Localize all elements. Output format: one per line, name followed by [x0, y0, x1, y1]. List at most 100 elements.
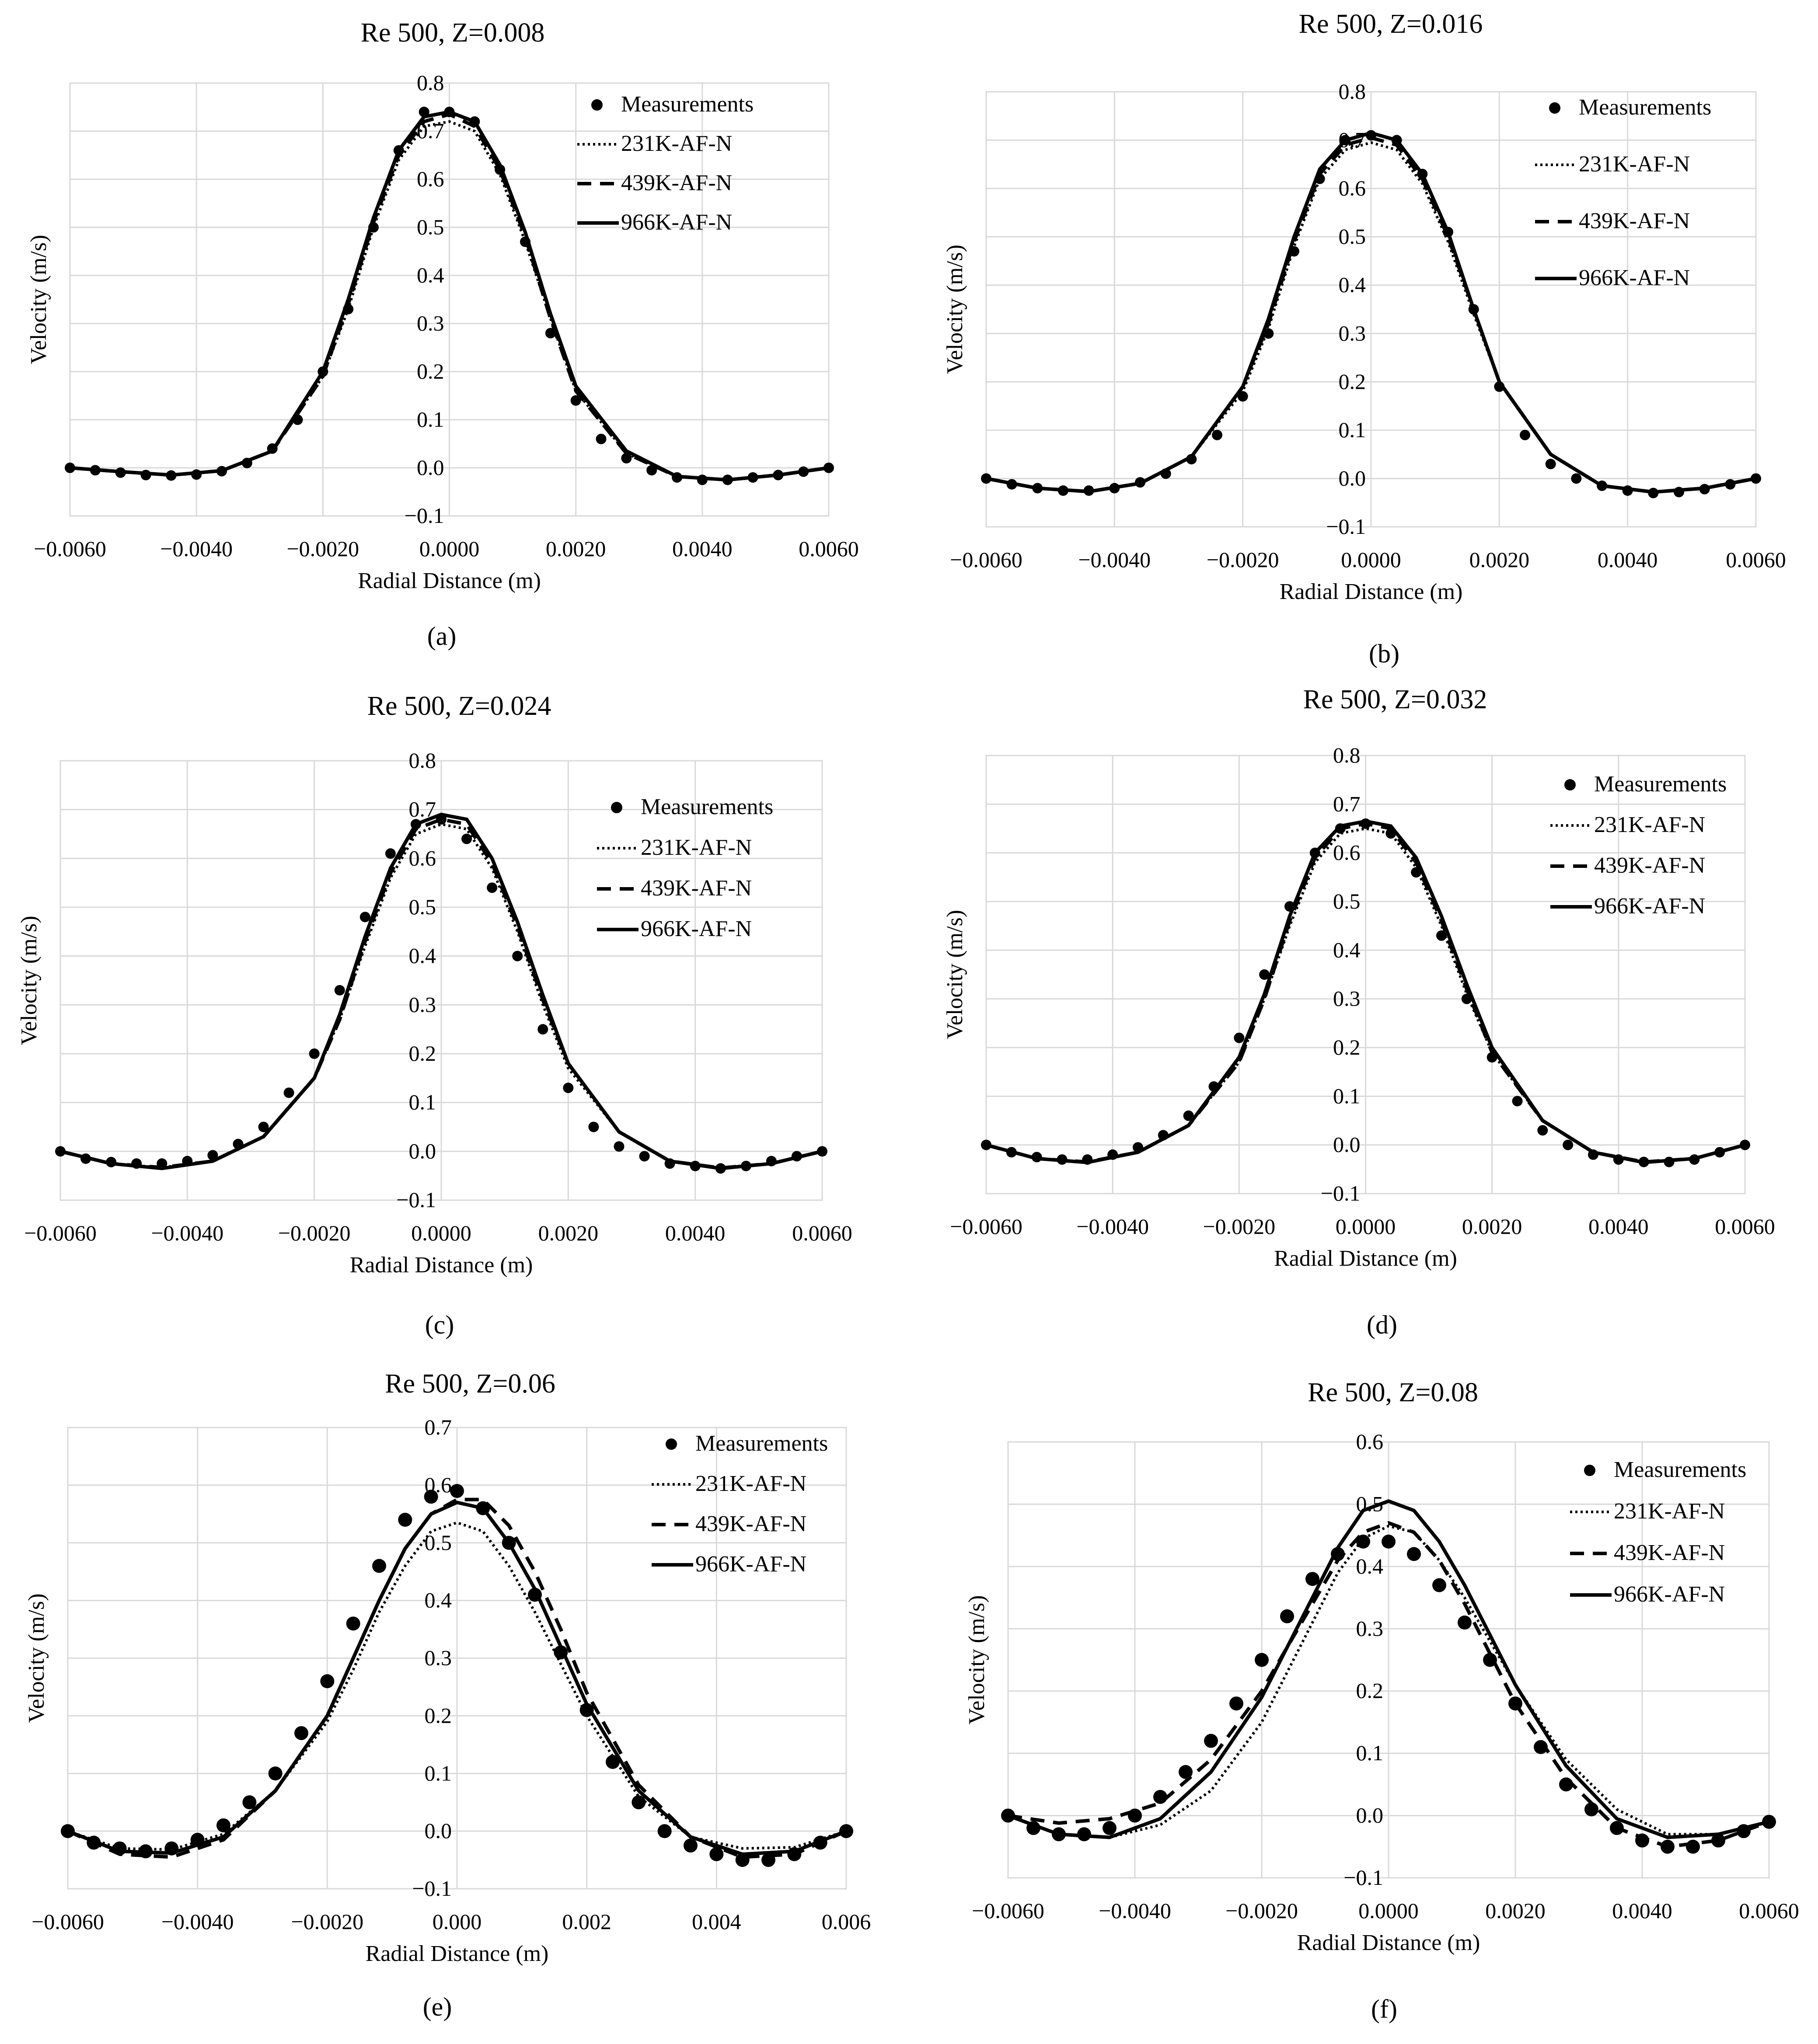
- y-tick-label: 0.2: [425, 1703, 452, 1727]
- panel-caption: (d): [1367, 1310, 1397, 1339]
- legend-label: 439K-AF-N: [621, 171, 732, 195]
- plot-frame: [59, 760, 823, 1201]
- measurement-point: [1103, 1821, 1117, 1835]
- y-tick-label: 0.3: [1333, 986, 1361, 1011]
- measurement-point: [424, 1490, 438, 1504]
- legend-label: Measurements: [641, 794, 773, 819]
- x-axis-label: Radial Distance (m): [350, 1253, 533, 1278]
- x-tick-label: −0.0040: [151, 1221, 223, 1245]
- measurement-point: [1432, 1578, 1446, 1592]
- legend-label: 231K-AF-N: [1614, 1499, 1725, 1524]
- x-tick-label: 0.0000: [419, 536, 480, 561]
- series-line-966k-af-n: [60, 812, 823, 1170]
- chart-panel-2: −0.10.00.10.20.30.40.50.60.70.8−0.0060 −0…: [942, 9, 1786, 668]
- y-tick-label: 0.5: [1333, 889, 1361, 913]
- y-tick-label: 0.0: [409, 1139, 436, 1163]
- y-tick-label: 0.6: [409, 846, 436, 870]
- x-tick-label: −0.0060: [31, 1909, 104, 1934]
- plot-frame: [1007, 1441, 1770, 1879]
- y-axis-label: Velocity (m/s): [942, 910, 967, 1039]
- series-line-439k-af-n: [1008, 1521, 1770, 1849]
- x-tick-label: −0.0040: [160, 536, 233, 561]
- legend-marker: [1564, 779, 1576, 790]
- y-axis-label: Velocity (m/s): [964, 1595, 989, 1724]
- y-tick-label: 0.8: [1333, 743, 1361, 767]
- measurement-point: [1520, 429, 1530, 440]
- legend-label: 966K-AF-N: [1614, 1582, 1725, 1607]
- plot-frame: [985, 91, 1757, 528]
- y-tick-label: 0.6: [417, 167, 444, 191]
- legend-marker: [611, 802, 622, 813]
- chart-panel-1: −0.10.00.10.20.30.40.50.60.70.8−0.0060 −0…: [26, 18, 859, 651]
- measurement-point: [1571, 473, 1582, 484]
- measurement-point: [1259, 969, 1270, 980]
- chart-title: Re 500, Z=0.08: [1308, 1378, 1478, 1407]
- legend-label: Measurements: [1614, 1457, 1746, 1482]
- x-tick-label: −0.0020: [278, 1221, 351, 1245]
- y-tick-label: −0.1: [396, 1187, 436, 1212]
- measurement-point: [268, 1766, 283, 1781]
- panel-caption: (a): [427, 622, 457, 651]
- measurement-point: [1458, 1616, 1472, 1630]
- x-tick-label: 0.0060: [792, 1221, 852, 1245]
- y-tick-label: 0.1: [409, 1090, 436, 1114]
- x-tick-label: −0.0040: [1099, 1898, 1171, 1923]
- x-tick-label: −0.0040: [161, 1909, 234, 1934]
- measurement-point: [1686, 1839, 1700, 1854]
- y-tick-label: −0.1: [412, 1876, 452, 1901]
- y-tick-label: 0.3: [409, 992, 436, 1017]
- y-tick-label: 0.0: [1356, 1803, 1384, 1828]
- legend-marker: [1584, 1465, 1595, 1476]
- chart-panel-6: −0.10.00.10.20.30.40.50.6−0.0060 −0.0040−…: [964, 1378, 1799, 2023]
- measurement-point: [606, 1755, 620, 1769]
- x-axis-label: Radial Distance (m): [1274, 1246, 1457, 1271]
- measurement-point: [639, 1151, 650, 1162]
- y-tick-label: 0.3: [1356, 1616, 1384, 1640]
- x-tick-label: −0.0020: [1207, 547, 1279, 572]
- x-tick-label: −0.0060: [950, 547, 1022, 572]
- measurement-point: [512, 951, 523, 961]
- plot-frame: [69, 82, 830, 517]
- panel-caption: (f): [1371, 1995, 1397, 2023]
- measurement-point: [309, 1048, 320, 1059]
- y-tick-label: −0.1: [405, 503, 444, 528]
- y-axis-label: Velocity (m/s): [17, 916, 42, 1045]
- y-tick-label: 0.4: [417, 263, 444, 287]
- measurement-point: [207, 1150, 218, 1161]
- y-tick-label: 0.8: [1339, 79, 1366, 104]
- measurement-point: [1263, 328, 1274, 339]
- series-line-966k-af-n: [1007, 1499, 1769, 1839]
- series-line-966k-af-n: [70, 110, 829, 482]
- measurement-point: [346, 1616, 360, 1631]
- y-tick-label: 0.5: [417, 215, 444, 239]
- x-tick-label: 0.0000: [411, 1221, 471, 1245]
- y-axis-label: Velocity (m/s): [26, 235, 51, 364]
- measurement-point: [385, 848, 396, 859]
- legend-label: 231K-AF-N: [621, 131, 732, 156]
- legend-label: 439K-AF-N: [1614, 1540, 1725, 1565]
- x-tick-label: −0.0020: [1225, 1898, 1298, 1923]
- x-tick-label: 0.0020: [1485, 1898, 1546, 1923]
- measurement-point: [579, 1703, 594, 1717]
- legend-label: Measurements: [1594, 772, 1727, 797]
- measurement-point: [1212, 429, 1222, 440]
- chart-title: Re 500, Z=0.024: [367, 691, 551, 721]
- legend-label: 231K-AF-N: [641, 835, 752, 860]
- legend-marker: [666, 1438, 677, 1450]
- chart-title: Re 500, Z=0.008: [361, 18, 545, 48]
- series-line-966k-af-n: [986, 131, 1756, 494]
- y-tick-label: −0.1: [1343, 1865, 1383, 1890]
- legend-label: Measurements: [621, 92, 754, 117]
- x-tick-label: 0.0000: [1341, 547, 1401, 572]
- plot-frame: [67, 1427, 847, 1890]
- measurement-point: [1407, 1547, 1421, 1561]
- legend-label: 439K-AF-N: [1594, 853, 1705, 878]
- y-tick-label: 0.2: [1339, 369, 1366, 393]
- x-tick-label: −0.0060: [34, 536, 106, 561]
- legend-label: 439K-AF-N: [641, 876, 752, 901]
- measurement-point: [570, 395, 581, 406]
- chart-panel-3: −0.10.00.10.20.30.40.50.60.70.8−0.0060 −0…: [17, 691, 852, 1339]
- measurement-point: [1545, 459, 1556, 470]
- measurement-point: [621, 453, 632, 463]
- measurement-point: [359, 912, 370, 923]
